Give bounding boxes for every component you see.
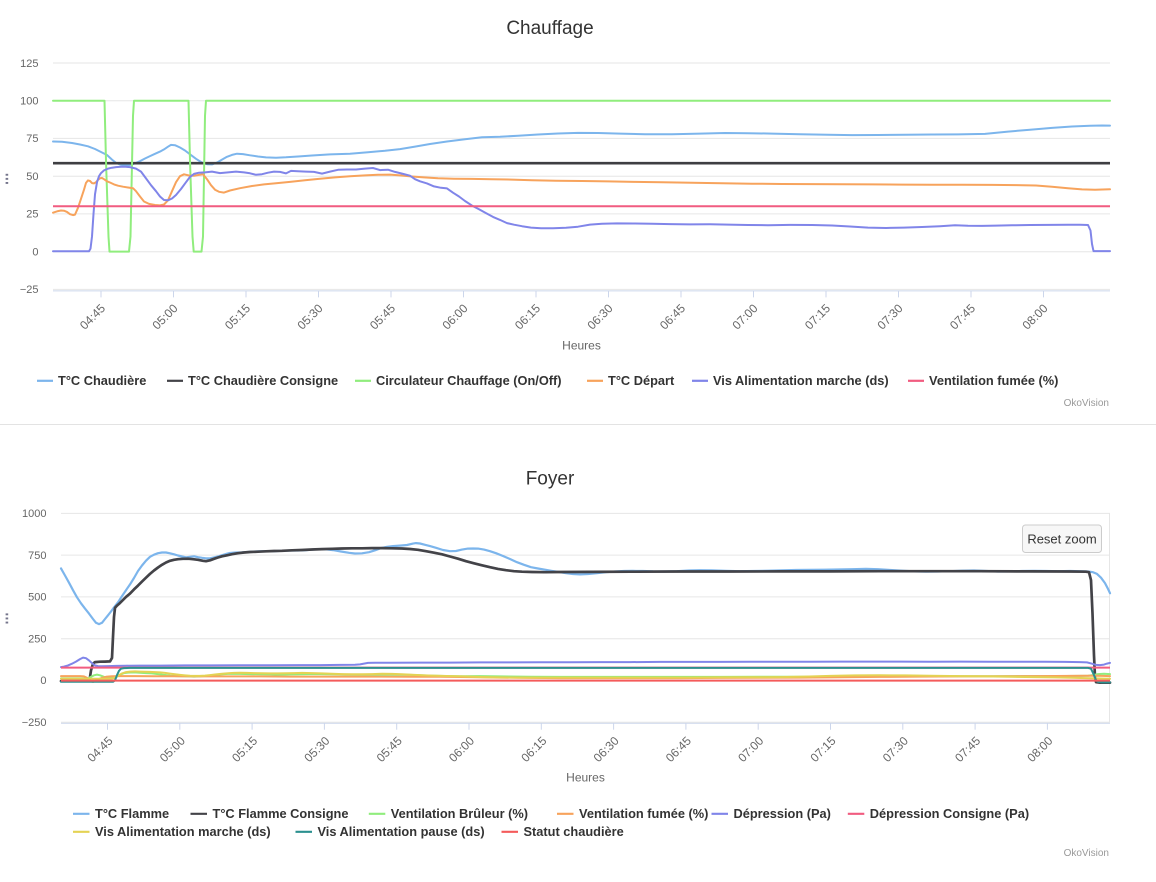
svg-text:Reset zoom: Reset zoom xyxy=(1027,532,1096,547)
svg-text:Ventilation Brûleur (%): Ventilation Brûleur (%) xyxy=(391,806,528,821)
svg-text:Ventilation fumée (%): Ventilation fumée (%) xyxy=(579,806,708,821)
svg-text:T°C Départ: T°C Départ xyxy=(608,373,675,388)
svg-text:75: 75 xyxy=(26,133,38,145)
svg-text:0: 0 xyxy=(32,247,38,259)
svg-text:Vis Alimentation marche (ds): Vis Alimentation marche (ds) xyxy=(713,373,889,388)
svg-text:Vis Alimentation marche (ds): Vis Alimentation marche (ds) xyxy=(95,824,271,839)
svg-text:Circulateur Chauffage (On/Off): Circulateur Chauffage (On/Off) xyxy=(376,373,562,388)
svg-text:Dépression (Pa): Dépression (Pa) xyxy=(734,806,831,821)
svg-text:Foyer: Foyer xyxy=(526,469,575,490)
svg-text:1000: 1000 xyxy=(22,508,46,520)
svg-text:−250: −250 xyxy=(22,717,47,729)
svg-text:750: 750 xyxy=(28,550,46,562)
svg-text:Heures: Heures xyxy=(562,339,601,353)
svg-text:50: 50 xyxy=(26,171,38,183)
svg-text:OkoVision: OkoVision xyxy=(1064,848,1109,859)
svg-text:T°C Flamme: T°C Flamme xyxy=(95,806,169,821)
svg-text:125: 125 xyxy=(20,58,38,70)
svg-text:Ventilation fumée (%): Ventilation fumée (%) xyxy=(929,373,1058,388)
svg-text:T°C Flamme Consigne: T°C Flamme Consigne xyxy=(213,806,349,821)
svg-text:0: 0 xyxy=(40,675,46,687)
svg-text:OkoVision: OkoVision xyxy=(1064,398,1109,409)
svg-text:T°C Chaudière: T°C Chaudière xyxy=(58,373,146,388)
svg-text:Heures: Heures xyxy=(566,771,605,785)
svg-text:Chauffage: Chauffage xyxy=(506,18,593,39)
svg-text:Dépression Consigne (Pa): Dépression Consigne (Pa) xyxy=(870,806,1029,821)
svg-text:250: 250 xyxy=(28,634,46,646)
svg-text:Statut chaudière: Statut chaudière xyxy=(524,824,624,839)
svg-text:100: 100 xyxy=(20,96,38,108)
svg-text:T°C Chaudière Consigne: T°C Chaudière Consigne xyxy=(188,373,338,388)
svg-text:Vis Alimentation pause (ds): Vis Alimentation pause (ds) xyxy=(318,824,485,839)
svg-text:500: 500 xyxy=(28,592,46,604)
svg-text:25: 25 xyxy=(26,209,38,221)
svg-text:−25: −25 xyxy=(20,284,39,296)
